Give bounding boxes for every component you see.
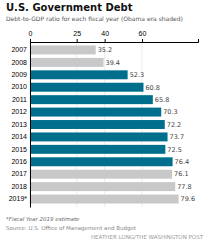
y-tick-label: 2010	[11, 83, 27, 90]
y-tick: 2010	[11, 83, 30, 90]
y-tick-label: 2014	[11, 133, 27, 140]
x-axis-line	[31, 39, 199, 43]
y-tick-label: 2017	[11, 170, 27, 177]
data-label: 60.8	[145, 84, 159, 92]
y-tick: 2017	[11, 170, 30, 177]
y-tick-label: 2016	[11, 158, 27, 165]
y-tick-label: 2007	[11, 46, 27, 53]
bar	[30, 83, 143, 92]
y-tick: 2014	[11, 133, 30, 140]
data-label: 72.2	[167, 121, 181, 129]
y-tick: 2015	[11, 146, 30, 153]
bar	[30, 170, 172, 179]
y-tick-label: 2011	[12, 96, 27, 103]
bar	[30, 182, 175, 191]
y-tick-label: 2015	[11, 146, 27, 153]
x-axis: 0 25 40 60	[29, 30, 199, 43]
x-tick-label: 40	[101, 30, 109, 37]
bar	[30, 70, 128, 79]
bar	[30, 45, 96, 54]
data-label: 76.1	[174, 170, 188, 178]
bar	[30, 195, 179, 204]
y-tick-label: 2018	[11, 183, 27, 190]
plot: 35.2 39.4 52.360.8 65.8 70.3 72.2 73.7 72.5 76.4…	[9, 30, 199, 208]
y-tick-label: 2012	[11, 108, 27, 115]
annotation: Source: U.S. Office of Management and Bu…	[6, 225, 137, 232]
y-tick: 2018	[11, 183, 30, 190]
y-tick: 2007	[11, 46, 30, 53]
x-tick: 40	[101, 30, 109, 42]
y-axis-line	[30, 43, 31, 208]
title: U.S. Government Debt	[6, 2, 133, 13]
x-tick: 25	[73, 30, 81, 42]
data-label: 73.7	[170, 133, 184, 141]
x-tick-label: 0	[29, 30, 33, 37]
data-label: 35.2	[98, 46, 112, 54]
x-tick-label: 60	[139, 30, 147, 37]
y-axis: 2007 2008 2009 2010 2011 2012 2013 2014 2015 2016…	[9, 43, 31, 208]
data-label: 72.5	[167, 146, 181, 154]
data-label: 79.6	[181, 195, 195, 203]
chart: U.S. Government Debt Debt-to-GDP ratio fo…	[0, 0, 208, 243]
bars	[30, 45, 179, 203]
bar	[30, 157, 173, 166]
grid-line	[30, 42, 31, 207]
y-tick: 2011	[12, 96, 30, 103]
data-label: 39.4	[106, 59, 120, 67]
y-tick-label: 2013	[11, 121, 27, 128]
y-tick: 2013	[11, 121, 30, 128]
annotation: HEATHER LONG/THE WASHINGTON POST	[91, 234, 204, 240]
data-label: 52.3	[130, 71, 144, 79]
data-labels: 35.2 39.4 52.360.8 65.8 70.3 72.2 73.7 72.5 76.4…	[98, 46, 195, 203]
annotation: *Fiscal Year 2019 estimate	[6, 216, 80, 222]
bar	[30, 120, 165, 129]
bar	[30, 145, 165, 154]
bar	[30, 58, 104, 67]
subtitle: Debt-to-GDP ratio for each fiscal year (…	[6, 15, 183, 23]
y-tick: 2016	[11, 158, 30, 165]
y-tick-label: 2009	[11, 71, 27, 78]
data-label: 65.8	[155, 96, 169, 104]
bar	[30, 132, 168, 141]
y-tick-label: 2008	[11, 59, 27, 66]
x-tick: 60	[139, 30, 147, 42]
y-tick: 2008	[11, 59, 30, 66]
data-label: 76.4	[175, 158, 189, 166]
x-tick-mark	[77, 39, 78, 42]
bar	[30, 95, 153, 104]
y-tick: 2012	[11, 108, 30, 115]
y-tick: 2019*	[9, 195, 30, 202]
bar	[30, 108, 161, 117]
y-tick: 2009	[11, 71, 30, 78]
annotations: *Fiscal Year 2019 estimate Source: U.S. O…	[6, 216, 204, 240]
x-tick: 0	[29, 30, 33, 42]
x-tick-mark	[142, 39, 143, 42]
x-tick-mark	[105, 39, 106, 42]
y-tick-label: 2019*	[9, 195, 28, 202]
x-tick-label: 25	[73, 30, 81, 37]
data-label: 77.8	[177, 183, 191, 191]
x-tick-mark	[30, 39, 31, 42]
data-label: 70.3	[163, 108, 177, 116]
